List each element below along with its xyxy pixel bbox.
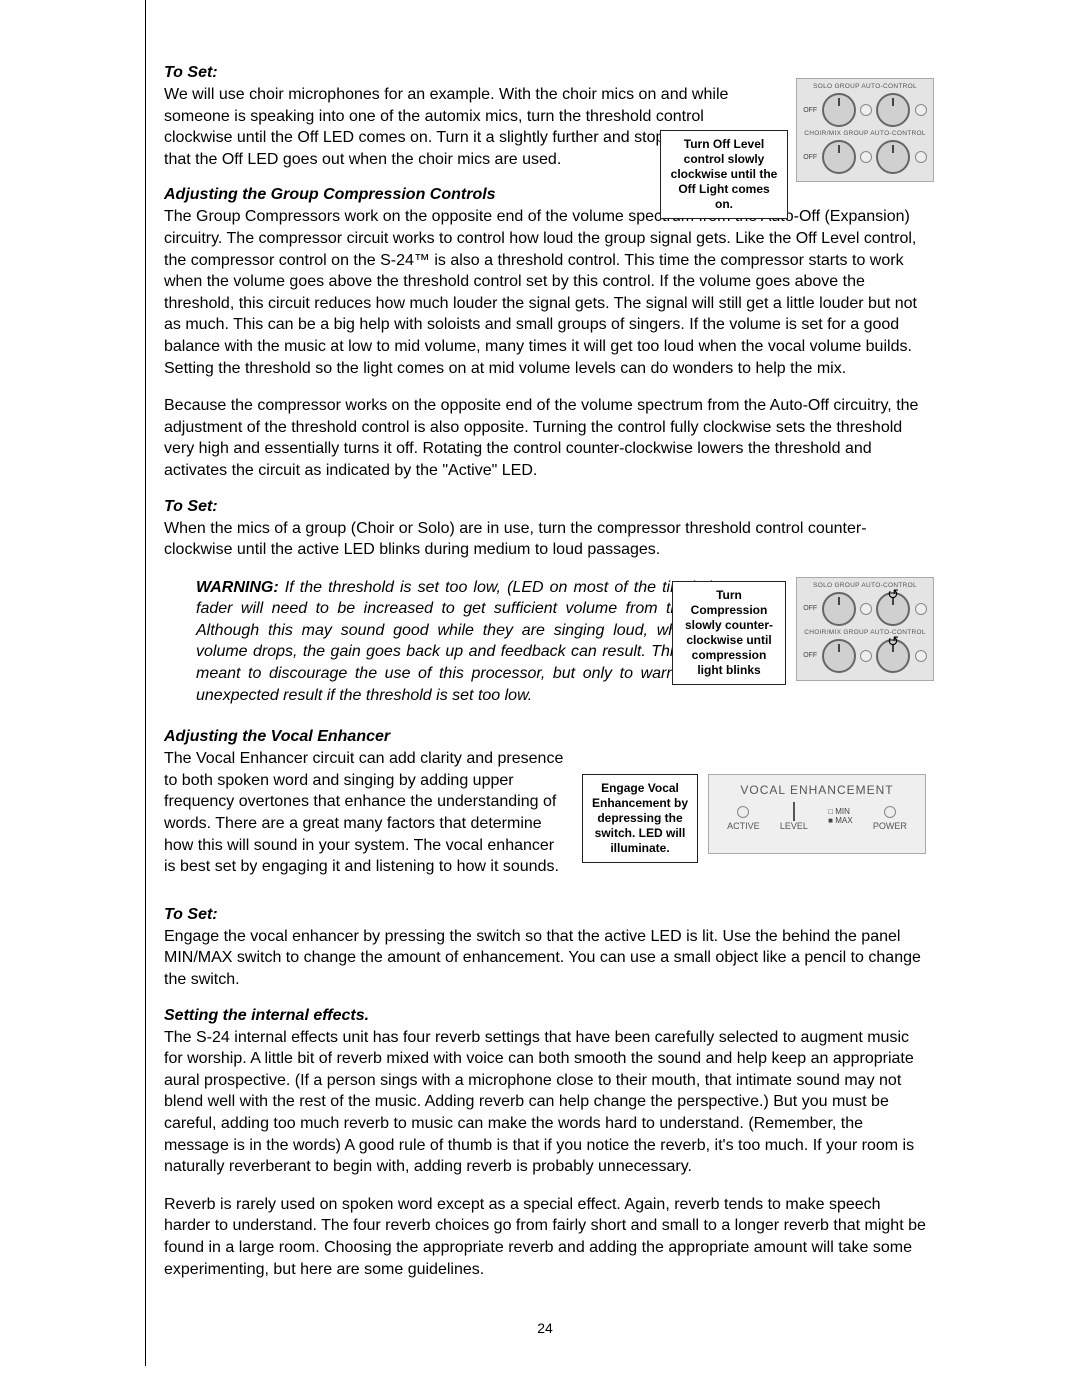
fig3-max: MAX bbox=[835, 816, 852, 825]
fig3-power-label: POWER bbox=[873, 821, 907, 831]
section-vocal-enhancer: Adjusting the Vocal Enhancer The Vocal E… bbox=[164, 728, 926, 878]
body-group-compression-2: Because the compressor works on the oppo… bbox=[164, 395, 926, 481]
led-icon bbox=[915, 603, 927, 615]
callout-compression: Turn Compression slowly counter-clockwis… bbox=[672, 581, 786, 685]
fig1-title-solo: SOLO GROUP AUTO-CONTROL bbox=[801, 83, 929, 90]
body-to-set-3: Engage the vocal enhancer by pressing th… bbox=[164, 926, 926, 991]
switch-icon bbox=[793, 802, 795, 821]
heading-vocal-enhancer: Adjusting the Vocal Enhancer bbox=[164, 728, 926, 746]
warning-text: If the threshold is set too low, (LED on… bbox=[196, 579, 726, 704]
section-group-compression: Adjusting the Group Compression Controls… bbox=[164, 186, 926, 481]
fig3-active-label: ACTIVE bbox=[727, 821, 760, 831]
body-group-compression-1: The Group Compressors work on the opposi… bbox=[164, 206, 926, 379]
fig3-minmax: □ MIN ■ MAX bbox=[828, 808, 852, 826]
fig2-title-solo: SOLO GROUP AUTO-CONTROL bbox=[801, 582, 929, 589]
fig3-title: VOCAL ENHANCEMENT bbox=[717, 783, 917, 797]
page-number: 24 bbox=[164, 1320, 926, 1336]
fig2-title-choir: CHOIR/MIX GROUP AUTO-CONTROL bbox=[801, 629, 929, 636]
section-to-set-1: To Set: We will use choir microphones fo… bbox=[164, 64, 926, 170]
figure-auto-control-2: SOLO GROUP AUTO-CONTROL OFF ↺ CHOIR/MIX … bbox=[796, 577, 926, 681]
heading-group-compression: Adjusting the Group Compression Controls bbox=[164, 186, 926, 204]
figure-panel-2: SOLO GROUP AUTO-CONTROL OFF ↺ CHOIR/MIX … bbox=[796, 577, 934, 681]
knob-icon bbox=[822, 93, 856, 127]
body-to-set-2: When the mics of a group (Choir or Solo)… bbox=[164, 518, 926, 561]
led-icon bbox=[915, 104, 927, 116]
knob-icon bbox=[822, 140, 856, 174]
heading-to-set-3: To Set: bbox=[164, 906, 926, 924]
knob-icon bbox=[876, 93, 910, 127]
led-icon bbox=[860, 603, 872, 615]
led-icon bbox=[915, 151, 927, 163]
figure-panel-1: SOLO GROUP AUTO-CONTROL OFF CHOIR/MIX GR… bbox=[796, 78, 934, 182]
led-icon bbox=[860, 104, 872, 116]
section-to-set-2: To Set: When the mics of a group (Choir … bbox=[164, 498, 926, 707]
led-icon bbox=[737, 806, 749, 818]
figure-vocal-enhancement: VOCAL ENHANCEMENT ACTIVE LEVEL □ MIN ■ M… bbox=[708, 774, 926, 854]
knob-icon bbox=[822, 592, 856, 626]
callout-off-level: Turn Off Level control slowly clockwise … bbox=[660, 130, 788, 219]
led-icon bbox=[884, 806, 896, 818]
led-icon bbox=[860, 650, 872, 662]
fig3-level-label: LEVEL bbox=[780, 821, 808, 831]
led-icon bbox=[915, 650, 927, 662]
body-internal-effects-2: Reverb is rarely used on spoken word exc… bbox=[164, 1194, 926, 1280]
callout-vocal-enhancement: Engage Vocal Enhancement by depressing t… bbox=[582, 774, 698, 863]
fig3-min: MIN bbox=[835, 807, 850, 816]
body-vocal-enhancer: The Vocal Enhancer circuit can add clari… bbox=[164, 748, 564, 878]
fig1-title-choir: CHOIR/MIX GROUP AUTO-CONTROL bbox=[801, 130, 929, 137]
section-internal-effects: Setting the internal effects. The S-24 i… bbox=[164, 1007, 926, 1281]
body-internal-effects-1: The S-24 internal effects unit has four … bbox=[164, 1027, 926, 1178]
manual-page: To Set: We will use choir microphones fo… bbox=[145, 0, 958, 1366]
figure-auto-control-1: SOLO GROUP AUTO-CONTROL OFF CHOIR/MIX GR… bbox=[796, 78, 926, 182]
heading-internal-effects: Setting the internal effects. bbox=[164, 1007, 926, 1025]
led-icon bbox=[860, 151, 872, 163]
section-to-set-3: To Set: Engage the vocal enhancer by pre… bbox=[164, 906, 926, 991]
warning-block: WARNING: If the threshold is set too low… bbox=[196, 577, 726, 707]
knob-icon bbox=[822, 639, 856, 673]
warning-label: WARNING: bbox=[196, 579, 279, 596]
heading-to-set-2: To Set: bbox=[164, 498, 926, 516]
knob-icon bbox=[876, 140, 910, 174]
